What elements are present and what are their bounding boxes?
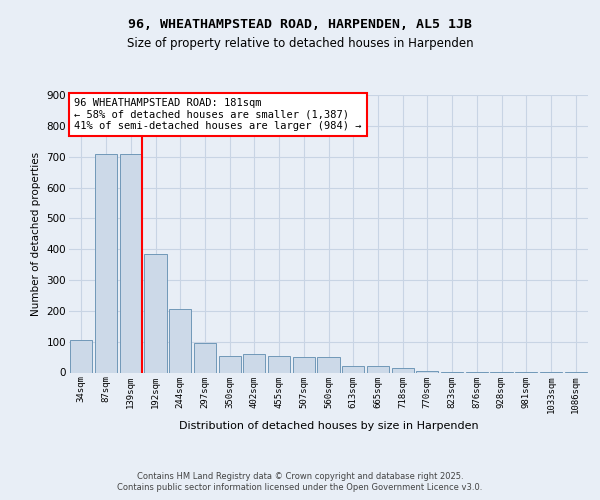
Bar: [194, 343, 216, 372]
Text: 96, WHEATHAMPSTEAD ROAD, HARPENDEN, AL5 1JB: 96, WHEATHAMPSTEAD ROAD, HARPENDEN, AL5 …: [128, 18, 472, 30]
X-axis label: Distribution of detached houses by size in Harpenden: Distribution of detached houses by size …: [179, 421, 478, 431]
Bar: [169, 308, 191, 372]
Bar: [119, 154, 142, 372]
Bar: [145, 254, 167, 372]
Bar: [95, 154, 117, 372]
Bar: [416, 371, 439, 372]
Bar: [342, 366, 364, 372]
Y-axis label: Number of detached properties: Number of detached properties: [31, 152, 41, 316]
Bar: [243, 354, 265, 372]
Bar: [317, 357, 340, 372]
Bar: [218, 356, 241, 372]
Bar: [392, 368, 414, 372]
Bar: [268, 356, 290, 372]
Text: Contains HM Land Registry data © Crown copyright and database right 2025.
Contai: Contains HM Land Registry data © Crown c…: [118, 472, 482, 492]
Bar: [70, 340, 92, 372]
Bar: [367, 366, 389, 372]
Text: 96 WHEATHAMPSTEAD ROAD: 181sqm
← 58% of detached houses are smaller (1,387)
41% : 96 WHEATHAMPSTEAD ROAD: 181sqm ← 58% of …: [74, 98, 362, 131]
Text: Size of property relative to detached houses in Harpenden: Size of property relative to detached ho…: [127, 38, 473, 51]
Bar: [293, 357, 315, 372]
